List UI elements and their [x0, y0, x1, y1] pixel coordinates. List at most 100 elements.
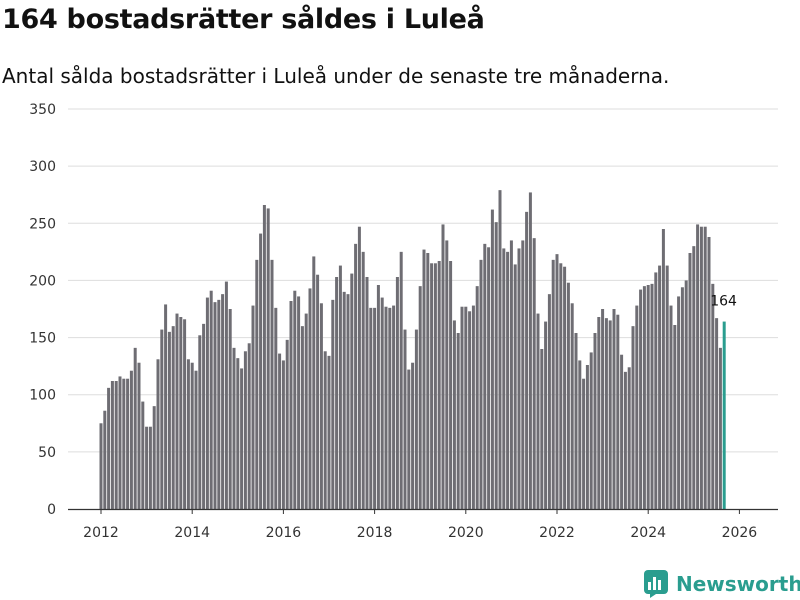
bar [384, 306, 388, 509]
bar [240, 368, 244, 509]
x-tick-label: 2022 [539, 525, 575, 541]
bar [376, 285, 380, 509]
bar [475, 286, 479, 509]
bar [532, 238, 536, 509]
bar [547, 294, 551, 509]
bar [247, 343, 251, 509]
bar [688, 253, 692, 509]
y-tick-label: 50 [38, 445, 56, 461]
bar [635, 305, 639, 509]
bar [646, 285, 650, 509]
chart-subtitle: Antal sålda bostadsrätter i Luleå under … [2, 64, 670, 88]
bar [262, 205, 266, 509]
bar [506, 251, 510, 509]
bar [544, 321, 548, 509]
bar [422, 249, 426, 510]
y-tick-label: 150 [29, 331, 56, 347]
bar [449, 261, 453, 509]
bar [642, 286, 646, 509]
bar [354, 243, 358, 509]
bar [316, 274, 320, 509]
bar [487, 247, 491, 510]
y-tick-label: 300 [29, 159, 56, 175]
bar [517, 248, 521, 509]
bar [490, 209, 494, 510]
x-tick-label: 2018 [357, 525, 393, 541]
bar [471, 305, 475, 509]
bar [418, 286, 422, 509]
bar [167, 331, 171, 509]
bar [445, 240, 449, 509]
bar [228, 309, 232, 509]
bar [304, 313, 308, 509]
bar [179, 317, 183, 509]
bar [601, 309, 605, 509]
bar [221, 294, 225, 509]
bar [669, 305, 673, 509]
brand-name: Newsworthy [676, 572, 800, 596]
bar [555, 254, 559, 509]
bar [468, 311, 472, 509]
bar [217, 299, 221, 509]
bar [243, 351, 247, 509]
bar [300, 326, 304, 509]
bar [703, 226, 707, 509]
y-tick-label: 200 [29, 273, 56, 289]
y-tick-label: 100 [29, 388, 56, 404]
bar [566, 282, 570, 509]
bar [323, 351, 327, 509]
bar [312, 256, 316, 509]
bar [430, 263, 434, 509]
y-tick-label: 0 [47, 502, 56, 518]
bar [202, 323, 206, 509]
bar [574, 333, 578, 509]
bar [715, 318, 719, 509]
bar [437, 261, 441, 509]
bar [460, 306, 464, 509]
bar [357, 226, 361, 509]
bar [133, 347, 137, 509]
bar [259, 233, 263, 510]
bar [183, 319, 187, 509]
x-tick-label: 2026 [722, 525, 758, 541]
bar [388, 307, 392, 509]
bar [346, 294, 350, 509]
y-tick-label: 350 [29, 102, 56, 118]
bar [464, 306, 468, 509]
bar [297, 296, 301, 509]
bar [141, 401, 145, 509]
bar [707, 237, 711, 509]
bar [597, 317, 601, 509]
bar [190, 362, 194, 509]
bar [582, 378, 586, 509]
bar-highlight [722, 321, 726, 509]
bar [369, 307, 373, 509]
bar [331, 299, 335, 509]
newsworthy-logo[interactable]: Newsworthy [644, 570, 800, 598]
x-tick-label: 2014 [174, 525, 210, 541]
bar [308, 288, 312, 509]
bar [563, 266, 567, 509]
bar [198, 335, 202, 509]
bar [266, 208, 270, 509]
bar [483, 243, 487, 509]
bar [414, 329, 418, 509]
bar [551, 259, 555, 509]
bar [145, 426, 149, 509]
bar [658, 265, 662, 509]
bar [513, 264, 517, 509]
y-tick-label: 250 [29, 216, 56, 232]
bar [509, 240, 513, 509]
bar [107, 387, 111, 509]
last-value-label: 164 [710, 294, 737, 310]
tick-labels: 0 50 100 150 200 250 300 350 2012 2014 2016 2018 202… [29, 102, 757, 541]
bar [365, 277, 369, 509]
bar [498, 190, 502, 509]
bar [251, 305, 255, 509]
bar [528, 192, 532, 509]
bar [654, 272, 658, 509]
bar [338, 265, 342, 509]
bar [479, 259, 483, 509]
newsworthy-logo-icon [644, 570, 668, 598]
